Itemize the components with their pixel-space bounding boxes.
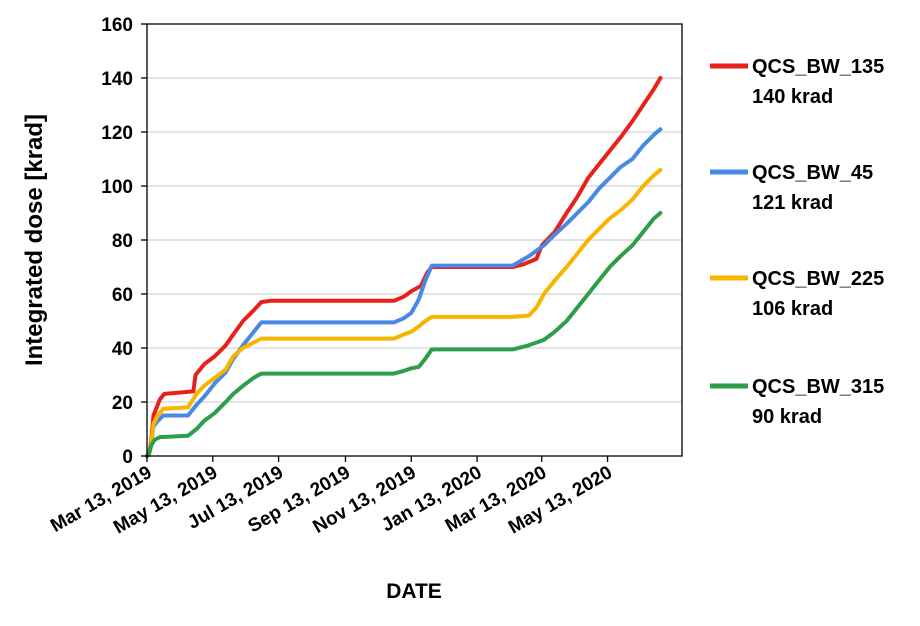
- legend-series-name-1: QCS_BW_45: [752, 162, 873, 184]
- legend-series-name-3: QCS_BW_315: [752, 376, 884, 398]
- series-line-qcs-bw-45: [145, 127, 663, 458]
- y-tick-label-3: 60: [112, 285, 133, 306]
- y-tick-label-2: 40: [112, 339, 133, 360]
- y-tick-label-1: 20: [112, 393, 133, 414]
- y-tick-label-0: 0: [122, 447, 133, 468]
- legend-series-name-2: QCS_BW_225: [752, 268, 884, 290]
- legend-series-value-2: 106 krad: [752, 298, 833, 320]
- y-axis-ticks: 0 20 40 60 80 100 120 140 160: [101, 15, 147, 468]
- series-lines: [145, 76, 663, 458]
- y-tick-label-5: 100: [101, 177, 133, 198]
- legend-series-name-0: QCS_BW_135: [752, 56, 884, 78]
- y-tick-label-7: 140: [101, 69, 133, 90]
- y-tick-label-4: 80: [112, 231, 133, 252]
- legend-series-value-0: 140 krad: [752, 86, 833, 108]
- gridlines: [147, 77, 682, 403]
- legend-series-value-1: 121 krad: [752, 192, 833, 214]
- legend-series-value-3: 90 krad: [752, 406, 822, 428]
- y-tick-label-6: 120: [101, 123, 133, 144]
- y-axis-label: Integrated dose [krad]: [21, 114, 48, 366]
- legend: QCS_BW_135 140 krad QCS_BW_45 121 krad QCS_B…: [710, 56, 884, 428]
- series-line-qcs-bw-315: [145, 211, 663, 458]
- series-line-qcs-bw-135: [145, 76, 663, 458]
- series-line-qcs-bw-225: [145, 167, 663, 458]
- y-tick-label-8: 160: [101, 15, 133, 36]
- x-axis-label: DATE: [386, 580, 442, 603]
